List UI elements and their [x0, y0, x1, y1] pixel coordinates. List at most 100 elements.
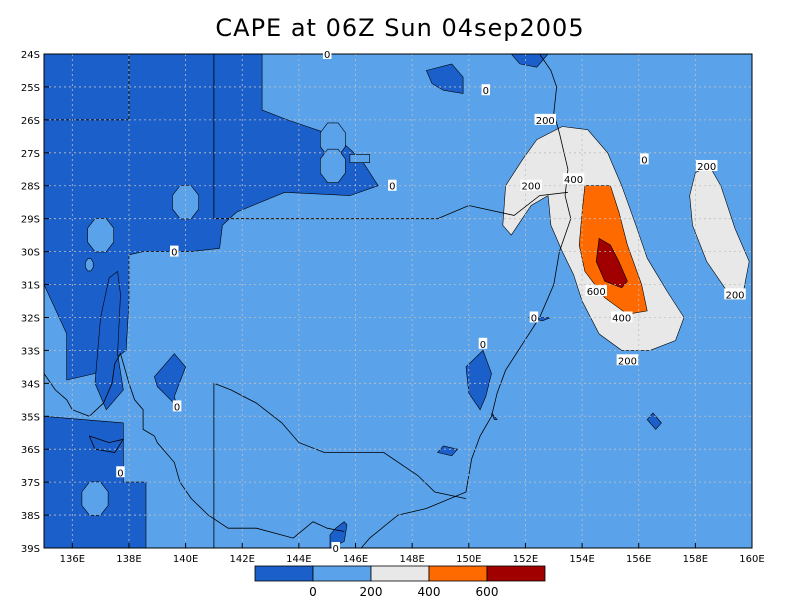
y-tick-label: 39S: [21, 544, 40, 555]
y-tick-label: 27S: [21, 149, 40, 160]
x-tick-label: 136E: [60, 554, 85, 565]
x-tick-label: 156E: [626, 554, 651, 565]
contour-label-bg: [640, 153, 649, 165]
y-tick-label: 36S: [21, 445, 40, 456]
field-island-3: [87, 218, 114, 253]
contour-labels: 0 0 200 0 200 0 400 200 0 600 200 0 400 0 200 0 0 0: [116, 48, 746, 555]
field-below-0-8: [329, 521, 348, 548]
contour-label-text: 0: [483, 86, 489, 97]
y-tick-label: 37S: [21, 478, 40, 489]
contour-label: 200: [534, 113, 557, 127]
contour-label-text: 0: [641, 155, 647, 166]
contour-label: 200: [616, 354, 639, 367]
x-tick-label: 154E: [569, 554, 594, 565]
y-tick-label: 29S: [21, 215, 40, 226]
contour-label-bg: [388, 179, 397, 191]
map-title: CAPE at 06Z Sun 04sep2005: [215, 14, 585, 42]
contour-label-text: 400: [564, 175, 583, 186]
colorbar-swatch: [370, 565, 430, 582]
y-tick-label: 24S: [21, 50, 40, 61]
contour-label-text: 200: [725, 290, 744, 301]
contour-label-text: 0: [389, 182, 395, 193]
contour-label-bg: [116, 466, 125, 478]
field-below-0-0: [44, 54, 379, 381]
contour-label-bg: [520, 179, 542, 191]
contour-label-bg: [695, 159, 718, 171]
contour-label: 0: [172, 400, 182, 413]
x-tick-label: 152E: [513, 554, 538, 565]
y-tick-label: 38S: [21, 511, 40, 522]
y-tick-label: 31S: [21, 281, 40, 292]
contour-label-bg: [562, 173, 585, 185]
cape-fields: [44, 54, 752, 548]
field-island-5: [85, 258, 94, 272]
contour-label-bg: [331, 542, 340, 553]
contour-label-text: 200: [536, 116, 555, 127]
contour-label: 0: [478, 337, 488, 351]
field-below-0-2: [94, 270, 124, 411]
contour-label-bg: [585, 285, 607, 297]
contour-label-text: 200: [618, 356, 637, 367]
field-island-4: [81, 481, 109, 516]
contour-label-bg: [170, 245, 179, 257]
y-tick-label: 34S: [21, 379, 40, 390]
y-tick-label: 35S: [21, 412, 40, 423]
coastline-segment-0: [360, 54, 572, 548]
x-tick-label: 146E: [343, 554, 368, 565]
map-frame: [43, 53, 753, 549]
contour-label-text: 0: [480, 340, 486, 351]
gridlines: [44, 54, 752, 548]
field-below-0-7: [437, 445, 459, 457]
contour-label: 0: [170, 245, 179, 259]
field-below-0-10: [646, 412, 662, 430]
contour-label-bg: [478, 337, 488, 349]
contour-label: 0: [529, 311, 539, 324]
contour-label-bg: [529, 311, 539, 323]
contour-label: 200: [724, 288, 746, 301]
contour-label-text: 0: [324, 50, 330, 61]
x-tick-label: 138E: [116, 554, 141, 565]
contour-label: 0: [322, 48, 332, 61]
contour-label-bg: [724, 288, 746, 300]
contour-label-text: 200: [522, 182, 541, 193]
field-island-1: [319, 148, 346, 183]
contour-label-text: 400: [612, 313, 631, 324]
contour-label-bg: [534, 113, 557, 125]
contour-label: 0: [481, 84, 491, 97]
coastline-segment-4: [213, 382, 467, 499]
field-island-small: [349, 154, 371, 163]
coastline-segment-2: [88, 435, 125, 453]
y-tick-label: 32S: [21, 313, 40, 324]
field-below-0-6: [465, 349, 492, 411]
field-below-0-4: [425, 63, 464, 94]
x-tick-label: 158E: [683, 554, 708, 565]
colorbar-label: 200: [360, 585, 383, 599]
x-tick-label: 144E: [286, 554, 311, 565]
x-tick-label: 140E: [173, 554, 198, 565]
x-tick-label: 148E: [399, 554, 424, 565]
contour-label-bg: [481, 84, 491, 96]
y-tick-label: 28S: [21, 182, 40, 193]
contour-label-bg: [616, 354, 639, 366]
contour-label-text: 0: [171, 248, 177, 259]
x-tick-label: 142E: [230, 554, 255, 565]
colorbar: 0 200 400 600: [254, 565, 546, 599]
contour-label-bg: [610, 311, 633, 323]
x-tick-label: 160E: [739, 554, 764, 565]
contour-label-bg: [172, 400, 182, 412]
colorbar-label: 400: [418, 585, 441, 599]
contour-label: 200: [520, 179, 542, 193]
contour-label: 0: [331, 542, 340, 555]
y-tick-label: 26S: [21, 116, 40, 127]
contour-label-text: 0: [531, 313, 537, 324]
colorbar-label: 0: [309, 585, 317, 599]
contour-label-text: 200: [697, 162, 716, 173]
field-island-2: [172, 185, 199, 220]
contour-label-text: 0: [174, 402, 180, 413]
colorbar-swatch: [312, 565, 372, 582]
axis-ticks: 136E 138E 140E 142E 144E 146E 148E 150E 152E 154E…: [21, 50, 765, 565]
field-island-0: [319, 122, 346, 157]
contour-label: 400: [610, 311, 633, 324]
colorbar-swatch: [428, 565, 488, 582]
